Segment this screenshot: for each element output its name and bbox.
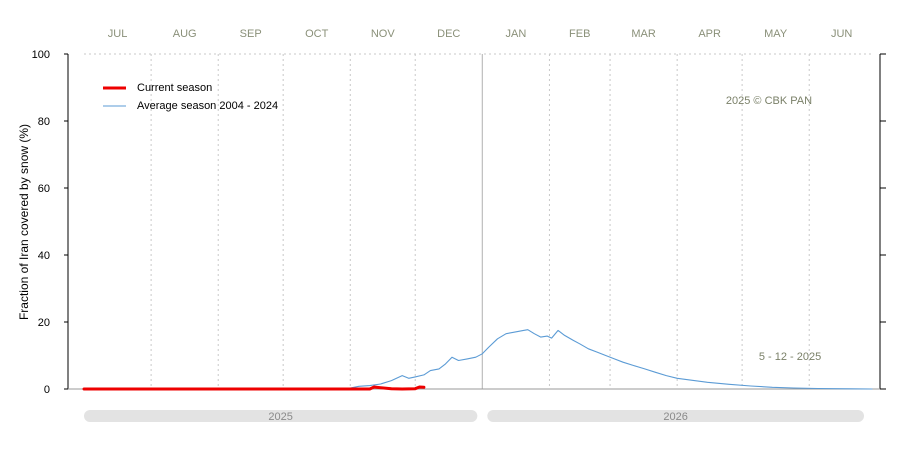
y-tick-label: 0 xyxy=(44,384,50,396)
y-tick-label: 100 xyxy=(32,49,50,61)
year-band-2025 xyxy=(84,410,478,422)
year-bands: 2025 2026 xyxy=(84,410,864,423)
year-band-label: 2025 xyxy=(268,411,292,423)
legend-label-average: Average season 2004 - 2024 xyxy=(137,100,278,112)
legend-label-current: Current season xyxy=(137,82,212,94)
month-label: MAR xyxy=(631,28,656,40)
y-tick-labels: 0 20 40 60 80 100 xyxy=(32,49,50,396)
month-label: OCT xyxy=(305,28,329,40)
y-tick-label: 80 xyxy=(38,116,50,128)
month-label: JUN xyxy=(831,28,852,40)
month-label: SEP xyxy=(240,28,262,40)
y-tick-label: 20 xyxy=(38,317,50,329)
month-label: JUL xyxy=(108,28,128,40)
year-band-2026 xyxy=(487,410,864,422)
legend: Current season Average season 2004 - 202… xyxy=(103,82,278,112)
month-label: MAY xyxy=(764,28,788,40)
month-label: DEC xyxy=(437,28,460,40)
month-label: JAN xyxy=(505,28,526,40)
date-note: 5 - 12 - 2025 xyxy=(759,351,821,363)
month-label: FEB xyxy=(569,28,590,40)
y-axis-label: Fraction of Iran covered by snow (%) xyxy=(17,124,31,320)
y-tick-label: 40 xyxy=(38,250,50,262)
y-tick-label: 60 xyxy=(38,183,50,195)
series-line-average-season xyxy=(83,329,873,390)
year-band-label: 2026 xyxy=(663,411,687,423)
series xyxy=(82,329,873,391)
copyright-note: 2025 © CBK PAN xyxy=(726,95,812,107)
grid xyxy=(84,53,872,389)
series-line-current-season xyxy=(82,385,426,391)
month-label: AUG xyxy=(173,28,197,40)
month-label: APR xyxy=(698,28,721,40)
month-labels: JUL AUG SEP OCT NOV DEC JAN FEB MAR APR MAY JUN xyxy=(108,28,853,40)
month-label: NOV xyxy=(371,28,396,40)
